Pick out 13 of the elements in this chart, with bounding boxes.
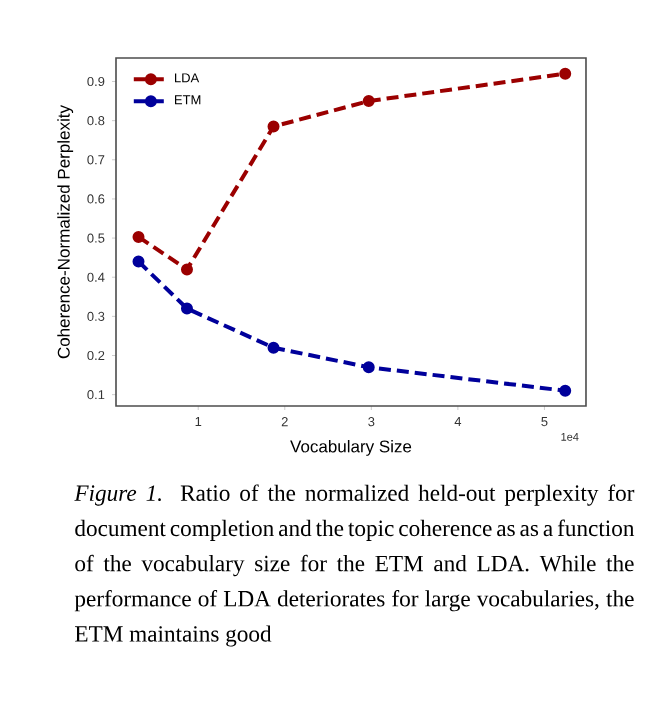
point (362, 361, 375, 374)
point (132, 230, 145, 243)
x-axis-title: Vocabulary Size (290, 439, 412, 456)
point (180, 302, 193, 315)
point (559, 384, 572, 397)
point (267, 341, 280, 354)
y-axis-title: Coherence-Normalized Perplexity (57, 105, 74, 359)
point (559, 67, 572, 80)
point (132, 255, 145, 268)
text: Figure 1. Ratio of the normalized held-out perplexity for document completion and the topic coherence as as a function of the vocabulary size for the ETM and LDA. While the performance of LDA deteriorates for large vocabularies, the ETM maintains good (74, 484, 635, 647)
point (267, 120, 280, 133)
point (180, 263, 193, 276)
point (362, 95, 375, 108)
